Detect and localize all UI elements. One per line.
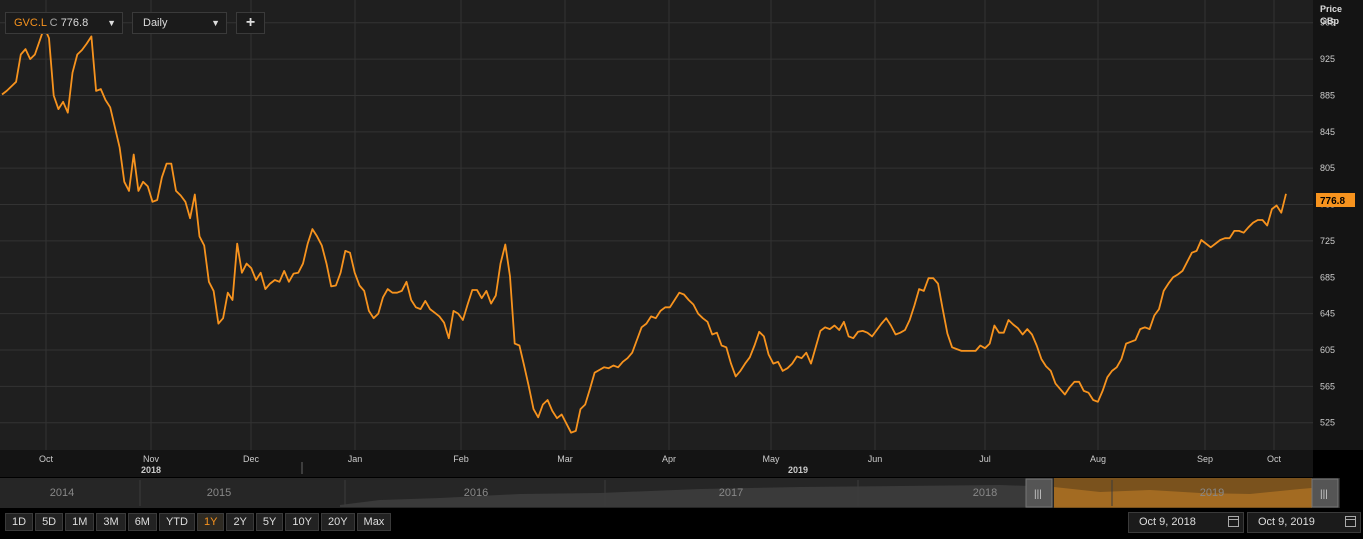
navigator-year-label: 2015 (207, 487, 231, 499)
y-tick-label: 565 (1320, 381, 1335, 391)
x-tick-label: May (762, 454, 780, 464)
x-tick-label: Apr (662, 454, 676, 464)
y-tick-label: 845 (1320, 127, 1335, 137)
x-tick-label: Jan (348, 454, 363, 464)
x-tick-label: Jul (979, 454, 991, 464)
y-tick-label: 805 (1320, 163, 1335, 173)
close-label: C (49, 17, 58, 29)
frequency-selector[interactable]: Daily ▼ (132, 12, 227, 34)
range-button-max[interactable]: Max (356, 513, 392, 531)
navigator-left-handle[interactable] (1025, 478, 1053, 508)
calendar-icon[interactable] (1228, 516, 1239, 527)
navigator-year-label: 2014 (50, 487, 74, 499)
time-axis-band (0, 450, 1313, 477)
range-button-1m[interactable]: 1M (65, 513, 95, 531)
y-tick-label: 605 (1320, 345, 1335, 355)
x-year-label: 2018 (141, 465, 161, 475)
start-date-value: Oct 9, 2018 (1139, 516, 1196, 528)
navigator-year-label: 2016 (464, 487, 488, 499)
range-button-1d[interactable]: 1D (5, 513, 34, 531)
frequency-value: Daily (143, 17, 168, 29)
y-tick-label: 885 (1320, 90, 1335, 100)
end-date-value: Oct 9, 2019 (1258, 516, 1315, 528)
last-price-badge: 776.8 (1316, 193, 1355, 207)
x-tick-label: Aug (1090, 454, 1106, 464)
add-series-button[interactable]: + (236, 12, 265, 34)
x-tick-label: Sep (1197, 454, 1213, 464)
x-tick-label: Oct (1267, 454, 1282, 464)
last-price-badge-label: 776.8 (1320, 196, 1345, 207)
y-tick-label: 525 (1320, 418, 1335, 428)
x-tick-label: Jun (868, 454, 883, 464)
x-tick-label: Oct (39, 454, 54, 464)
range-buttons: 1D 5D 1M 3M 6M YTD 1Y 2Y 5Y 10Y 20Y Max (5, 513, 392, 531)
end-date-field[interactable]: Oct 9, 2019 (1247, 512, 1361, 533)
range-button-6m[interactable]: 6M (127, 513, 157, 531)
grid-lines (0, 0, 1313, 450)
y-tick-label: 685 (1320, 272, 1335, 282)
start-date-field[interactable]: Oct 9, 2018 (1128, 512, 1244, 533)
x-tick-label: Feb (453, 454, 469, 464)
last-price-badge-bg (1316, 193, 1355, 207)
time-axis: Oct Nov Dec Jan Feb Mar Apr May Jun Jul Aug Sep Oct 2… (0, 450, 1313, 477)
axis-unit-currency: GBp (1320, 16, 1340, 26)
x-tick-label: Mar (557, 454, 573, 464)
navigator-year-label: 2019 (1200, 487, 1224, 499)
navigator-right-grip-icon: ||| (1320, 489, 1328, 500)
range-button-1y[interactable]: 1Y (196, 513, 225, 531)
navigator-year-label: 2018 (973, 487, 997, 499)
axis-area (1313, 0, 1363, 450)
range-button-10y[interactable]: 10Y (285, 513, 319, 531)
ticker-symbol: GVC.L (14, 17, 47, 29)
y-tick-label: 925 (1320, 54, 1335, 64)
y-tick-label: 965 (1320, 18, 1335, 28)
y-tick-label: 725 (1320, 236, 1335, 246)
x-year-label: 2019 (788, 465, 808, 475)
dropdown-arrow-icon: ▼ (107, 18, 116, 28)
x-tick-label: Dec (243, 454, 260, 464)
navigator-selection-area (1054, 487, 1312, 507)
range-button-20y[interactable]: 20Y (320, 513, 355, 531)
calendar-icon[interactable] (1345, 516, 1356, 527)
navigator-right-handle[interactable] (1311, 478, 1339, 508)
navigator-year-label: 2017 (719, 487, 743, 499)
x-tick-label: Nov (143, 454, 160, 464)
close-value: 776.8 (60, 17, 89, 29)
dropdown-arrow-icon: ▼ (211, 18, 220, 28)
axis-unit-price: Price (1320, 4, 1342, 14)
range-button-2y[interactable]: 2Y (226, 513, 254, 531)
range-navigator[interactable]: ||| ||| 2014 2015 2016 2017 2018 2019 (0, 478, 1340, 508)
plot-area (0, 0, 1313, 450)
symbol-selector[interactable]: GVC.L C 776.8 ▼ (5, 12, 123, 34)
range-button-5d[interactable]: 5D (35, 513, 64, 531)
range-button-5y[interactable]: 5Y (255, 513, 284, 531)
y-tick-label: 645 (1320, 309, 1335, 319)
range-button-3m[interactable]: 3M (96, 513, 126, 531)
range-button-ytd[interactable]: YTD (158, 513, 195, 531)
navigator-left-grip-icon: ||| (1034, 489, 1042, 500)
plus-icon: + (245, 14, 256, 31)
price-line (1, 26, 1287, 434)
